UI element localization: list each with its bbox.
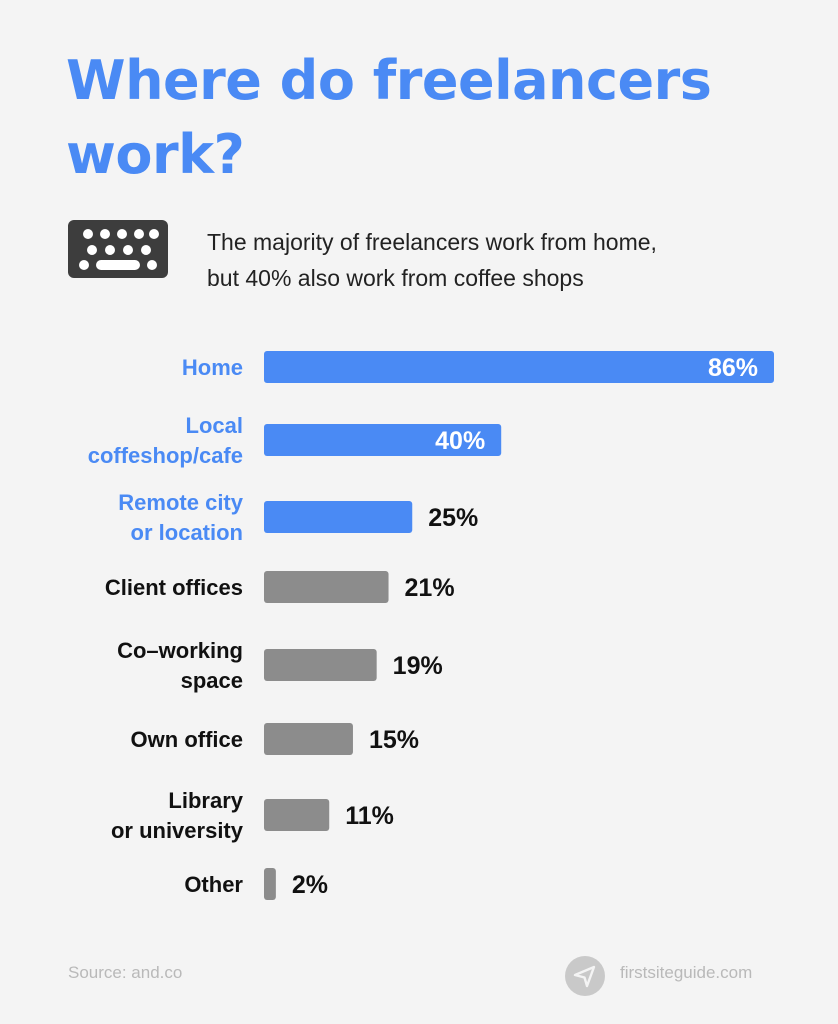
bar-6 [264, 799, 330, 831]
source-note: Source: and.co [68, 963, 183, 982]
bar-5 [264, 723, 353, 755]
chart-title: Where do freelancers work? [66, 49, 712, 186]
bar-3 [264, 571, 389, 603]
category-label-0: Home [182, 355, 243, 380]
category-label-1: Local coffeshop/cafe [88, 413, 243, 468]
bar-1 [264, 424, 502, 456]
chart-subtitle: The majority of freelancers work from ho… [207, 224, 807, 296]
category-label-7: Other [184, 872, 243, 897]
category-label-2: Remote city or location [118, 490, 243, 545]
value-label-1: 40% [435, 427, 485, 455]
category-label-6: Library or university [111, 788, 244, 843]
bar-chart: Home 86% Local coffeshop/cafe 40% Remote city… [88, 351, 774, 900]
value-label-4: 19% [393, 652, 443, 680]
value-label-2: 25% [428, 504, 478, 532]
value-label-7: 2% [292, 871, 328, 899]
value-label-5: 15% [369, 726, 419, 754]
category-label-5: Own office [131, 727, 243, 752]
keyboard-icon [68, 220, 168, 278]
value-label-6: 11% [345, 802, 394, 830]
subtitle-line-1: The majority of freelancers work from ho… [207, 229, 657, 255]
bar-2 [264, 501, 413, 533]
category-label-4: Co–working space [117, 638, 243, 693]
bar-7 [264, 868, 276, 900]
value-label-3: 21% [405, 574, 455, 602]
brand-name: firstsiteguide.com [620, 963, 753, 982]
bar-4 [264, 649, 377, 681]
subtitle-line-2: but 40% also work from coffee shops [207, 265, 584, 291]
category-label-3: Client offices [105, 575, 243, 600]
bar-0 [264, 351, 774, 383]
paper-plane-icon [565, 956, 605, 996]
value-label-0: 86% [708, 354, 758, 382]
